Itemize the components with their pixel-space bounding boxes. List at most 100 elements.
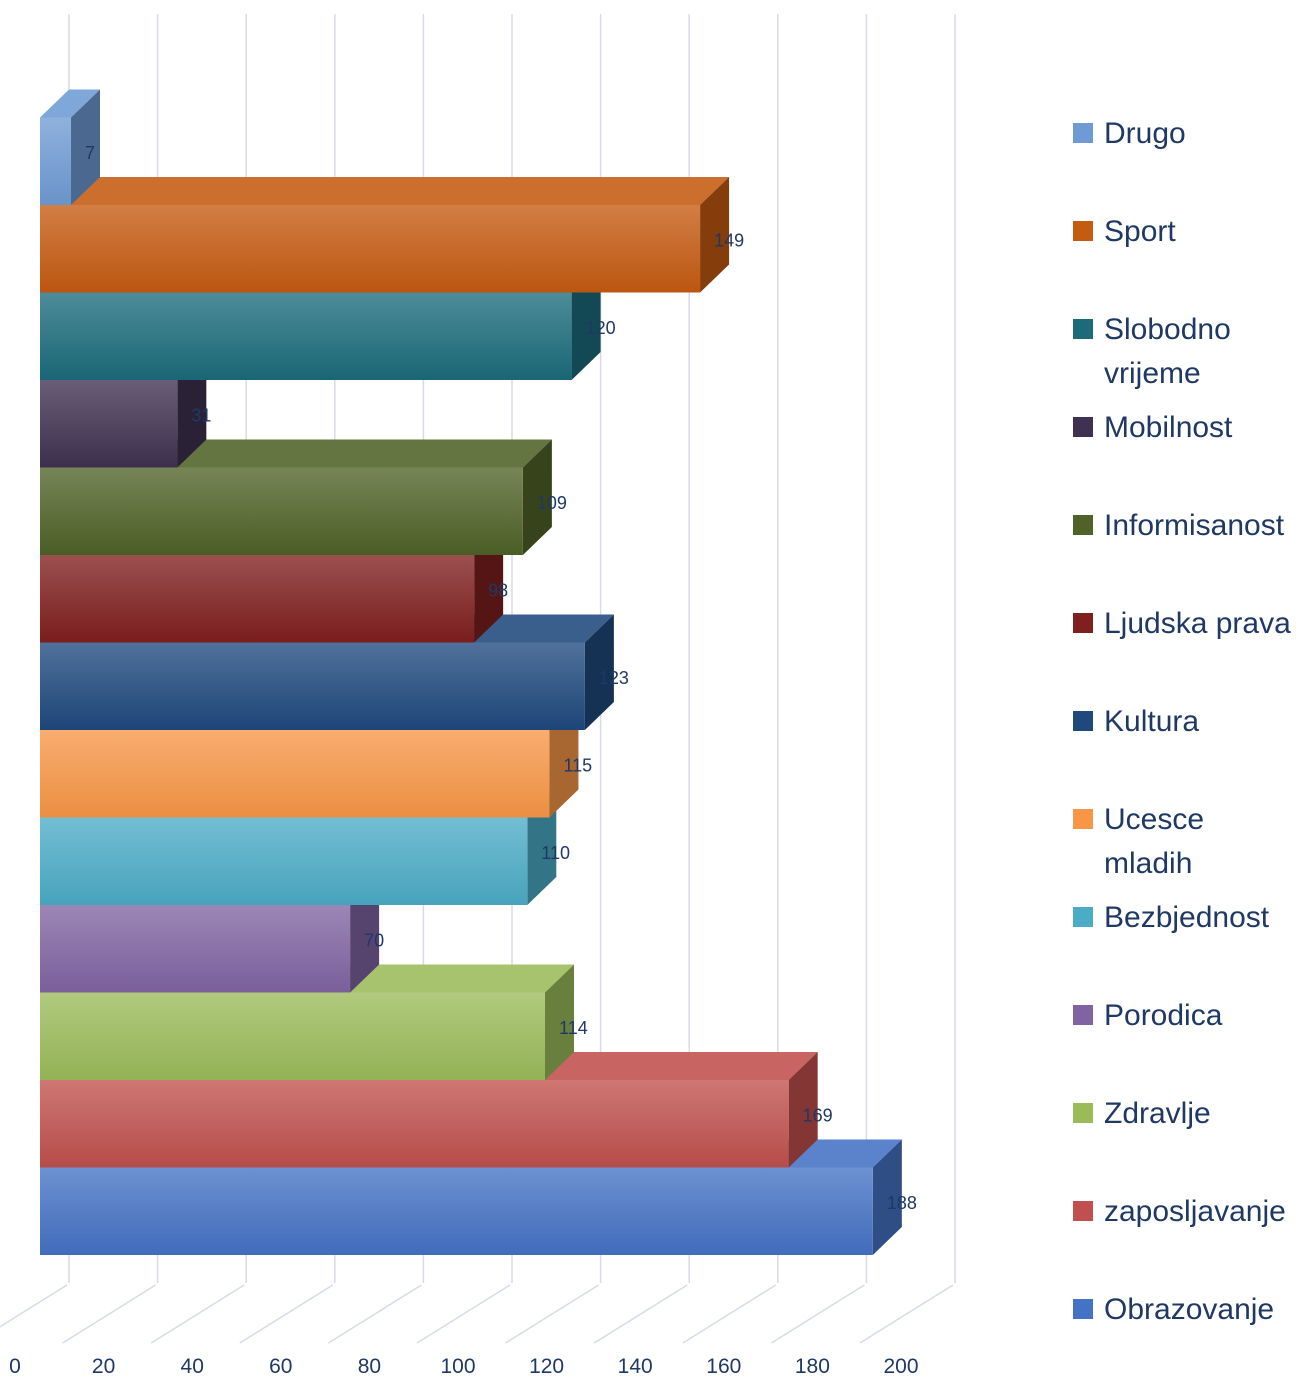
x-tick-label: 0 [9,1355,21,1378]
floor-line [859,1284,954,1344]
x-tick-label: 60 [269,1355,292,1378]
bar-side [474,527,504,643]
legend-label: Zdravlje [1104,1097,1211,1130]
legend-item-drugo: Drugo [1073,117,1186,150]
legend-label: Mobilnost [1104,411,1233,444]
data-label: 149 [714,231,744,251]
x-axis-tick-labels: 0 20 40 60 80 100 120 140 160 180 200 [9,1355,918,1378]
x-tick-label: 200 [883,1355,918,1378]
x-tick-label: 40 [181,1355,204,1378]
bar-side [177,352,207,468]
bar-front [40,117,72,205]
floor-line [328,1284,422,1344]
legend-swatch [1073,809,1093,829]
bar-drugo [40,89,101,205]
bar-side [545,964,575,1080]
data-label: 169 [803,1106,833,1126]
x-tick-label: 160 [706,1355,741,1378]
legend-swatch [1073,907,1093,927]
legend-item-bezbjednost: Bezbjednost [1073,901,1270,934]
bar-side [571,264,601,380]
legend-swatch [1073,123,1093,143]
legend-item-obrazovanje: Obrazovanje [1073,1293,1274,1326]
bar-front [40,1167,873,1255]
legend-swatch [1073,1201,1093,1221]
bar-side [788,1052,818,1168]
legend: Drugo Sport Slobodno vrijeme Mobilnost Inform… [1073,117,1291,1326]
legend-swatch [1073,613,1093,633]
legend-item-slobodno-vrijeme: Slobodno vrijeme [1073,313,1231,390]
legend-label: mladih [1104,847,1192,880]
x-tick-label: 180 [795,1355,830,1378]
legend-item-zdravlje: Zdravlje [1073,1097,1211,1130]
bar-sport [40,177,730,293]
bar-front [40,467,523,555]
legend-label: Slobodno [1104,313,1231,346]
legend-label: Sport [1104,215,1176,248]
data-label: 98 [488,581,508,601]
legend-label: Porodica [1104,999,1223,1032]
floor-line [682,1284,777,1344]
legend-label: Ucesce [1104,803,1204,836]
floor-line [593,1284,688,1344]
bar-front [40,992,546,1080]
bars [40,89,902,1255]
legend-label: Kultura [1104,705,1199,738]
x-tick-label: 120 [529,1355,564,1378]
legend-swatch [1073,417,1093,437]
x-tick-label: 80 [358,1355,381,1378]
legend-item-informisanost: Informisanost [1073,509,1285,542]
data-labels: 188 169 114 70 110 115 123 98 109 31 120 149 7 [85,143,917,1213]
bar-side [527,789,557,905]
legend-label: vrijeme [1104,357,1201,390]
bar-front [40,730,550,818]
bar-side [700,177,730,293]
chart-floor [0,1284,954,1344]
bar-front [40,905,351,993]
legend-swatch [1073,711,1093,731]
data-label: 109 [537,493,567,513]
legend-swatch [1073,1005,1093,1025]
bar-top [40,89,101,118]
floor-line [416,1284,511,1344]
legend-item-ljudska-prava: Ljudska prava [1073,607,1291,640]
floor-line [0,1284,68,1328]
bar-informisanost [40,439,552,555]
data-label: 7 [85,143,95,163]
x-tick-label: 100 [440,1355,475,1378]
legend-item-sport: Sport [1073,215,1176,248]
bar-front [40,292,572,380]
bar-front [40,205,701,293]
legend-label: Bezbjednost [1104,901,1270,934]
bar-side [522,439,552,555]
floor-line [62,1284,156,1344]
floor-line [150,1284,245,1344]
bar-side [549,702,579,818]
legend-swatch [1073,319,1093,339]
bar-top [40,177,730,205]
data-label: 31 [191,406,211,426]
bar-side [350,877,380,993]
legend-swatch [1073,1299,1093,1319]
floor-line [239,1284,334,1344]
legend-item-zaposljavanje: zaposljavanje [1073,1195,1286,1228]
bar-front [40,642,585,730]
x-tick-label: 140 [618,1355,653,1378]
legend-label: Obrazovanje [1104,1293,1274,1326]
legend-swatch [1073,221,1093,241]
data-label: 70 [364,931,384,951]
legend-item-porodica: Porodica [1073,999,1223,1032]
bar-front [40,555,475,643]
bar-side [584,614,614,730]
data-label: 115 [563,756,592,776]
legend-label: zaposljavanje [1104,1195,1286,1228]
floor-line [505,1284,599,1344]
legend-item-kultura: Kultura [1073,705,1199,738]
legend-swatch [1073,515,1093,535]
bar-side [71,89,101,205]
bar-side [872,1139,902,1255]
legend-label: Informisanost [1104,509,1285,542]
legend-label: Ljudska prava [1104,607,1291,640]
x-tick-label: 20 [92,1355,115,1378]
data-label: 114 [559,1018,588,1038]
